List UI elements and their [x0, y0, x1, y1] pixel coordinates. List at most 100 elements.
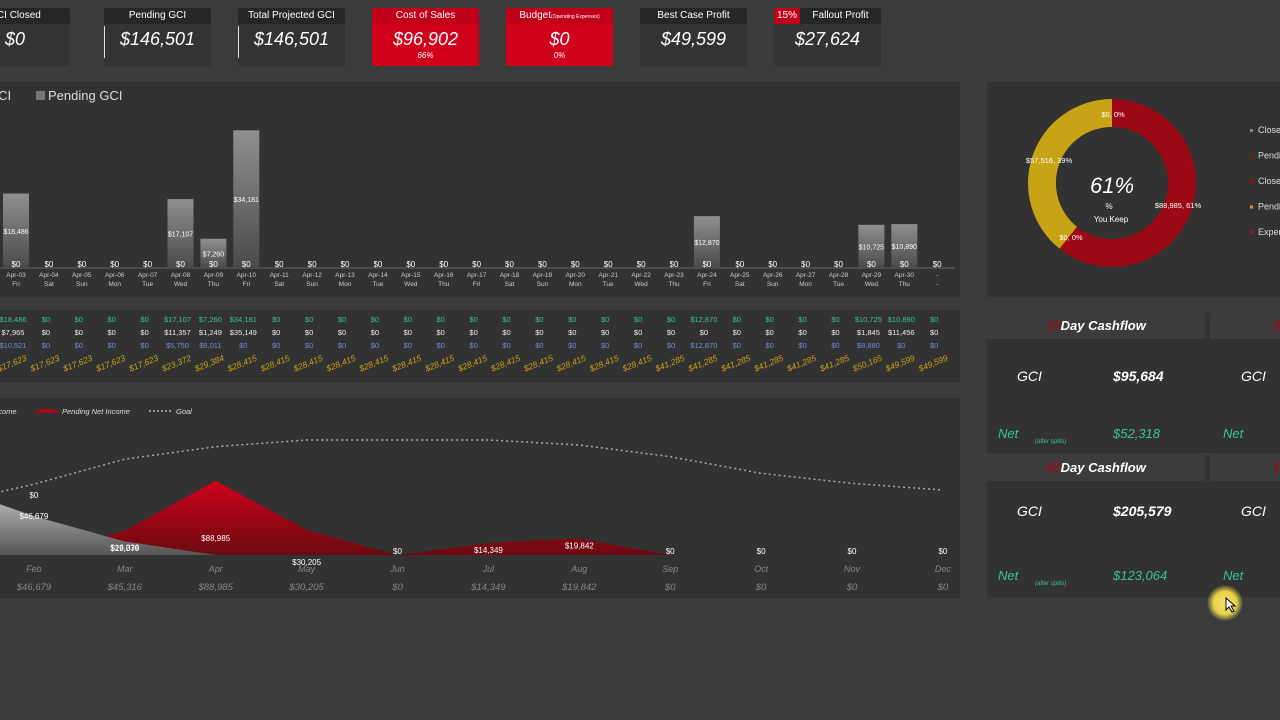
- x-day-label: Thu: [899, 281, 911, 288]
- table-cell: $0: [930, 315, 938, 324]
- x-tick-label: Nov: [844, 564, 861, 574]
- table-cell: $0: [404, 315, 412, 324]
- kpi-tag: 15%: [774, 8, 800, 24]
- kpi-card: Fallout Profit 15% $27,624: [774, 8, 881, 66]
- x-tick-label: Apr: [208, 564, 224, 574]
- bar-pending: [858, 224, 885, 268]
- table-cell: $11,357: [164, 328, 191, 337]
- table-cell: $0: [437, 328, 445, 337]
- table-cell: $0: [338, 328, 346, 337]
- table-cell: $0: [239, 341, 247, 350]
- table-cell: $0: [667, 328, 675, 337]
- monthly-income-chart: Income Pending Net Income Goal $46,679 $16,2…: [0, 398, 960, 598]
- table-cell: $0: [469, 341, 477, 350]
- table-cell-cumulative: $41,285: [817, 353, 850, 374]
- table-cell: $0: [338, 341, 346, 350]
- x-tick-label: Apr-14: [368, 272, 388, 279]
- table-cell: $0: [535, 315, 543, 324]
- x-day-label: Sat: [505, 281, 515, 288]
- table-cell: $0: [404, 341, 412, 350]
- bar-pending: [693, 216, 720, 268]
- you-keep-donut-svg: 61%% You Keep $0, 0% $88,985, 61% $57,516, 3…: [1026, 99, 1280, 267]
- x-tick-label: Apr-22: [631, 272, 651, 279]
- table-cell: $0: [831, 315, 839, 324]
- bar-zero-label: $0: [77, 260, 86, 269]
- table-cell: $0: [305, 341, 313, 350]
- bar-pending: [200, 238, 227, 268]
- x-tick-label: Mar: [117, 564, 134, 574]
- kpi-label: Budget(Operating Expenses): [506, 8, 613, 24]
- table-cell: $0: [733, 315, 741, 324]
- data-label-pending: $0: [29, 491, 38, 500]
- table-cell-cumulative: $17,623: [126, 353, 159, 374]
- bar-pending: [233, 130, 260, 268]
- bar-zero-label: $0: [604, 260, 613, 269]
- x-day-label: -: [936, 281, 938, 288]
- table-cell-cumulative: $41,285: [719, 353, 752, 374]
- kpi-label: Cost of Sales: [372, 8, 479, 24]
- x-tick-label: Jun: [389, 564, 405, 574]
- table-cell-cumulative: $28,415: [488, 353, 521, 374]
- table-cell: $0: [535, 341, 543, 350]
- table-cell: $0: [437, 315, 445, 324]
- x-day-label: Wed: [174, 281, 188, 288]
- table-cell-cumulative: $28,415: [521, 353, 554, 374]
- legend-entry: GCI: [0, 88, 11, 103]
- x-tick-label: Apr-04: [39, 272, 59, 279]
- bar-zero-label: $0: [505, 260, 514, 269]
- x-tick-label: Apr-20: [566, 272, 586, 279]
- bar-zero-label: $0: [867, 260, 876, 269]
- bar-zero-label: $0: [308, 260, 317, 269]
- cursor-arrow-icon: [1225, 597, 1237, 613]
- table-cell-cumulative: $28,415: [587, 353, 620, 374]
- cashflow-title-text: Day Cashflow: [1060, 318, 1146, 333]
- table-cell: $0: [766, 341, 774, 350]
- data-label-pending: $30,205: [292, 558, 321, 567]
- kpi-label: Best Case Profit: [640, 8, 747, 24]
- bar-label: $12,870: [694, 240, 719, 247]
- cashflow-gci-label: GCI: [1017, 368, 1042, 384]
- bar-label: $10,890: [892, 244, 917, 251]
- table-cell: $0: [338, 315, 346, 324]
- bar-zero-label: $0: [801, 260, 810, 269]
- x-tick-label: Apr-03: [6, 272, 26, 279]
- data-label-pending: $0: [848, 547, 857, 556]
- bar-zero-label: $0: [735, 260, 744, 269]
- legend-entry: Goal: [176, 407, 192, 416]
- cashflow-net-note-wrap: (after splits): [1031, 430, 1066, 448]
- legend-entry: Income: [0, 407, 17, 416]
- kpi-value: $27,624: [794, 29, 861, 49]
- x-tick-label: Apr-06: [105, 272, 125, 279]
- table-cell: $0: [371, 315, 379, 324]
- kpi-percent: 66%: [417, 51, 434, 60]
- x-day-label: Sat: [274, 281, 284, 288]
- bar-label: $18,486: [3, 229, 28, 236]
- data-label-pending: $0: [666, 547, 675, 556]
- bar-zero-label: $0: [900, 260, 909, 269]
- x-day-label: Thu: [668, 281, 680, 288]
- table-cell-cumulative: $28,415: [324, 353, 357, 374]
- table-cell: $6,011: [199, 341, 221, 350]
- table-cell: $0: [568, 315, 576, 324]
- cashflow-title-next: 3: [1210, 313, 1280, 339]
- table-cell: $5,750: [166, 341, 189, 350]
- donut-center-value: 61%: [1090, 173, 1134, 198]
- donut-slice: [1028, 99, 1112, 249]
- cashflow-gci-value: $95,684: [1113, 368, 1164, 384]
- table-cell: $0: [733, 341, 741, 350]
- cursor-highlight: [1207, 585, 1243, 621]
- bar-zero-label: $0: [834, 260, 843, 269]
- table-cell: $7,260: [199, 315, 222, 324]
- table-cell: $35,149: [230, 328, 257, 337]
- data-label-pending: $0: [757, 547, 766, 556]
- table-cell: $18,486: [0, 315, 27, 324]
- table-cell: $0: [437, 341, 445, 350]
- kpi-card: Pending GCI $146,501: [104, 8, 211, 66]
- legend-entry: Closed: [1258, 125, 1280, 135]
- kpi-card: Budget(Operating Expenses) $0 0%: [506, 8, 613, 66]
- donut-center-sub: You Keep: [1094, 215, 1129, 224]
- table-cell: $0: [568, 328, 576, 337]
- cashflow-net-note: (after splits): [1035, 581, 1067, 587]
- legend-swatch: [1250, 205, 1253, 209]
- table-cell: $0: [798, 341, 806, 350]
